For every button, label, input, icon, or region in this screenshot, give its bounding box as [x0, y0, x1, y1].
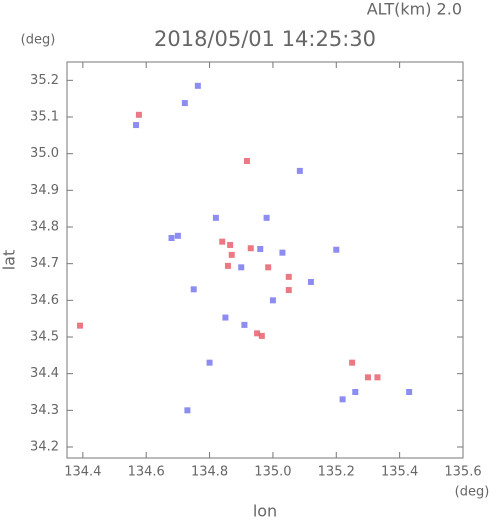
x-tick-label: 135.6: [444, 465, 481, 480]
y-tick-label: 34.4: [30, 366, 59, 381]
plot-frame: [66, 61, 464, 459]
echo-point: [238, 264, 245, 271]
y-tick-label: 34.2: [30, 440, 59, 455]
echo-point: [241, 321, 248, 328]
y-tick-label: 34.6: [30, 293, 59, 308]
echo-point: [227, 241, 234, 248]
echo-point: [212, 214, 219, 221]
chart-title: 2018/05/01 14:25:30: [154, 27, 376, 51]
y-tick-label: 35.2: [30, 73, 59, 88]
echo-point: [279, 249, 286, 256]
echo-point: [285, 273, 292, 280]
x-tick-label: 134.4: [64, 465, 101, 480]
echo-point: [307, 279, 314, 285]
x-axis-label: lon: [253, 502, 277, 521]
x-tick-label: 134.6: [128, 465, 165, 480]
echo-point: [174, 232, 181, 239]
echo-point: [181, 100, 188, 107]
echo-point: [352, 389, 359, 395]
x-tick-label: 135.4: [381, 465, 418, 480]
y-tick-label: 34.5: [30, 330, 59, 345]
echo-point: [243, 158, 250, 164]
echo-point: [254, 330, 261, 337]
echo-point: [135, 111, 142, 118]
echo-point: [258, 332, 265, 339]
y-tick-label: 34.3: [30, 403, 59, 418]
echo-point: [184, 407, 191, 414]
echo-point: [76, 322, 83, 329]
y-tick-label: 34.7: [30, 256, 59, 271]
x-unit: (deg): [455, 485, 490, 500]
echo-point: [265, 264, 272, 271]
annotation: ALT(km) 2.0: [367, 0, 462, 19]
y-tick-label: 35.0: [30, 146, 59, 161]
y-tick-label: 34.8: [30, 220, 59, 235]
echo-point: [333, 246, 340, 253]
x-tick-label: 135.0: [254, 465, 291, 480]
echo-point: [269, 297, 276, 304]
x-tick-label: 135.2: [318, 465, 355, 480]
x-tick-label: 134.8: [191, 465, 228, 480]
y-axis-label: lat: [0, 250, 19, 271]
echo-point: [190, 286, 197, 293]
y-tick-label: 35.1: [30, 110, 59, 125]
echo-point: [168, 235, 175, 241]
echo-point: [247, 245, 254, 252]
echo-point: [219, 238, 226, 245]
y-unit: (deg): [21, 33, 56, 48]
echo-point: [224, 262, 231, 269]
echo-point: [349, 359, 356, 366]
echo-point: [296, 167, 303, 174]
echo-point: [339, 396, 346, 403]
echo-point: [263, 214, 270, 221]
echo-point: [194, 82, 201, 89]
echo-point: [364, 374, 371, 381]
echo-point: [374, 374, 381, 381]
echo-point: [206, 359, 213, 366]
echo-point: [228, 251, 235, 258]
echo-point: [133, 122, 140, 129]
echo-point: [222, 314, 229, 321]
echo-point: [406, 389, 413, 395]
y-tick-label: 34.9: [30, 183, 59, 198]
echo-point: [257, 246, 264, 252]
echo-point: [285, 287, 292, 294]
